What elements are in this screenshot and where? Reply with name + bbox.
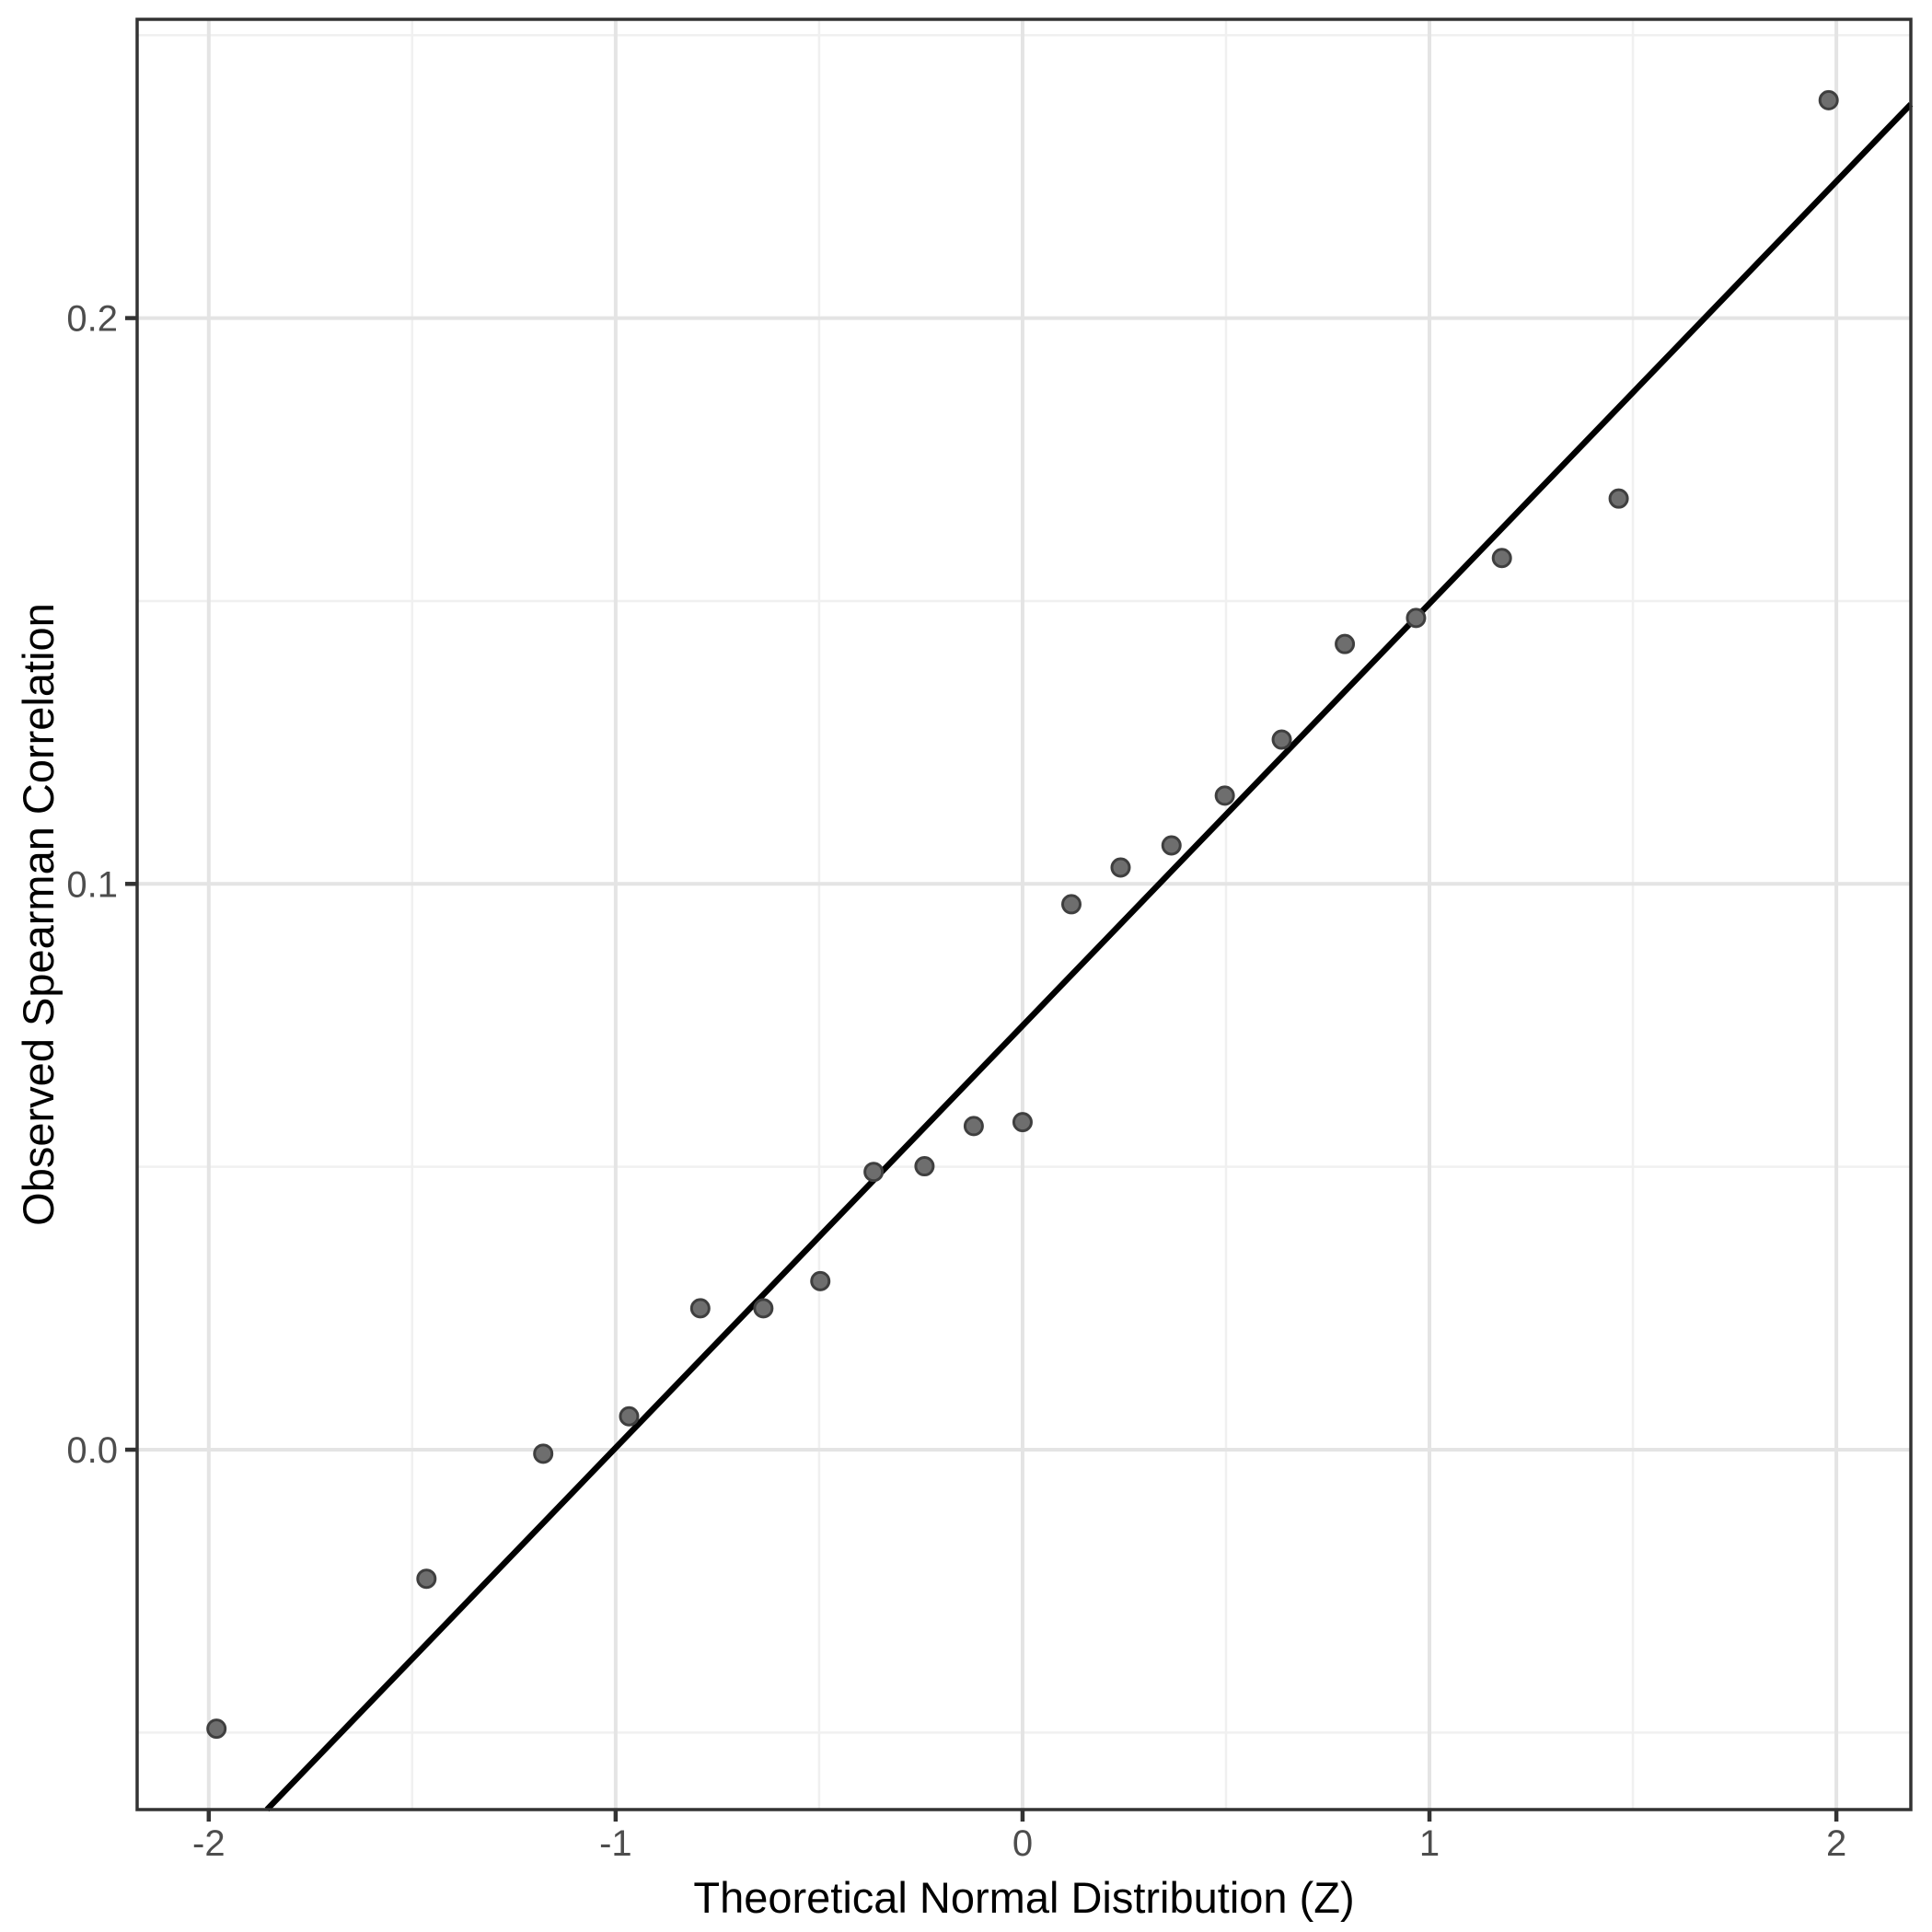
y-tick-label: 0.0 [66, 1430, 118, 1471]
x-tick-label: 2 [1826, 1823, 1846, 1864]
data-point [689, 1298, 711, 1319]
y-tick-label: 0.2 [66, 299, 118, 340]
data-point [1214, 785, 1235, 806]
data-point [914, 1156, 935, 1177]
data-point [1012, 1112, 1033, 1133]
data-point [1608, 488, 1629, 509]
data-point [863, 1162, 885, 1183]
data-point [1061, 894, 1082, 915]
qq-reference-line [264, 101, 1914, 1812]
x-axis-title: Theoretical Normal Distribution (Z) [693, 1873, 1354, 1922]
x-tick-label: -1 [599, 1823, 632, 1864]
y-axis-title: Observed Spearman Correlation [14, 603, 63, 1226]
data-point [810, 1270, 831, 1291]
data-point [533, 1443, 554, 1464]
grid-layer [137, 19, 1911, 1810]
x-tick-label: -2 [192, 1823, 226, 1864]
data-point [1406, 607, 1427, 629]
y-tick-label: 0.1 [66, 864, 118, 905]
data-point [753, 1298, 774, 1319]
data-point [1818, 89, 1839, 110]
data-point [1491, 548, 1512, 569]
data-point [619, 1406, 640, 1427]
data-point [416, 1568, 437, 1590]
data-point [1271, 729, 1292, 750]
data-point [206, 1718, 227, 1740]
tick-layer: -2 -1 0 1 2 0.0 0.1 0.2 [66, 299, 1846, 1864]
data-layer [206, 89, 1914, 1812]
data-point [963, 1116, 984, 1137]
x-tick-label: 1 [1419, 1823, 1440, 1864]
data-point [1335, 633, 1356, 654]
data-point [1161, 835, 1182, 856]
data-point [1110, 857, 1131, 878]
x-tick-label: 0 [1012, 1823, 1033, 1864]
